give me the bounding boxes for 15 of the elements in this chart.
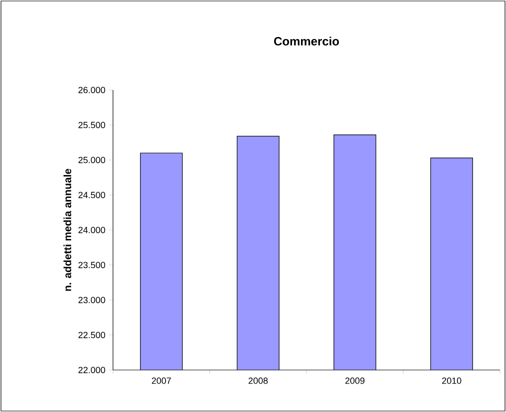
y-tick-label: 26.000 [78, 86, 106, 94]
x-tick-label: 2007 [152, 378, 171, 384]
chart-title: Commercio [274, 36, 339, 46]
y-axis-title: n. addetti media annuale [64, 168, 72, 291]
x-tick-label: 2009 [345, 378, 364, 384]
x-tick-label: 2010 [442, 378, 462, 384]
y-tick-label: 23.000 [78, 296, 106, 304]
y-tick-label: 22.500 [78, 332, 106, 338]
y-tick-label: 25.500 [78, 122, 106, 128]
y-tick-label: 25.000 [78, 156, 106, 164]
y-tick-label: 24.500 [78, 192, 106, 198]
y-tick-label: 24.000 [78, 226, 106, 234]
y-tick-label: 23.500 [78, 262, 106, 268]
x-tick-label: 2008 [248, 378, 268, 384]
y-tick-label: 22.000 [78, 366, 106, 374]
